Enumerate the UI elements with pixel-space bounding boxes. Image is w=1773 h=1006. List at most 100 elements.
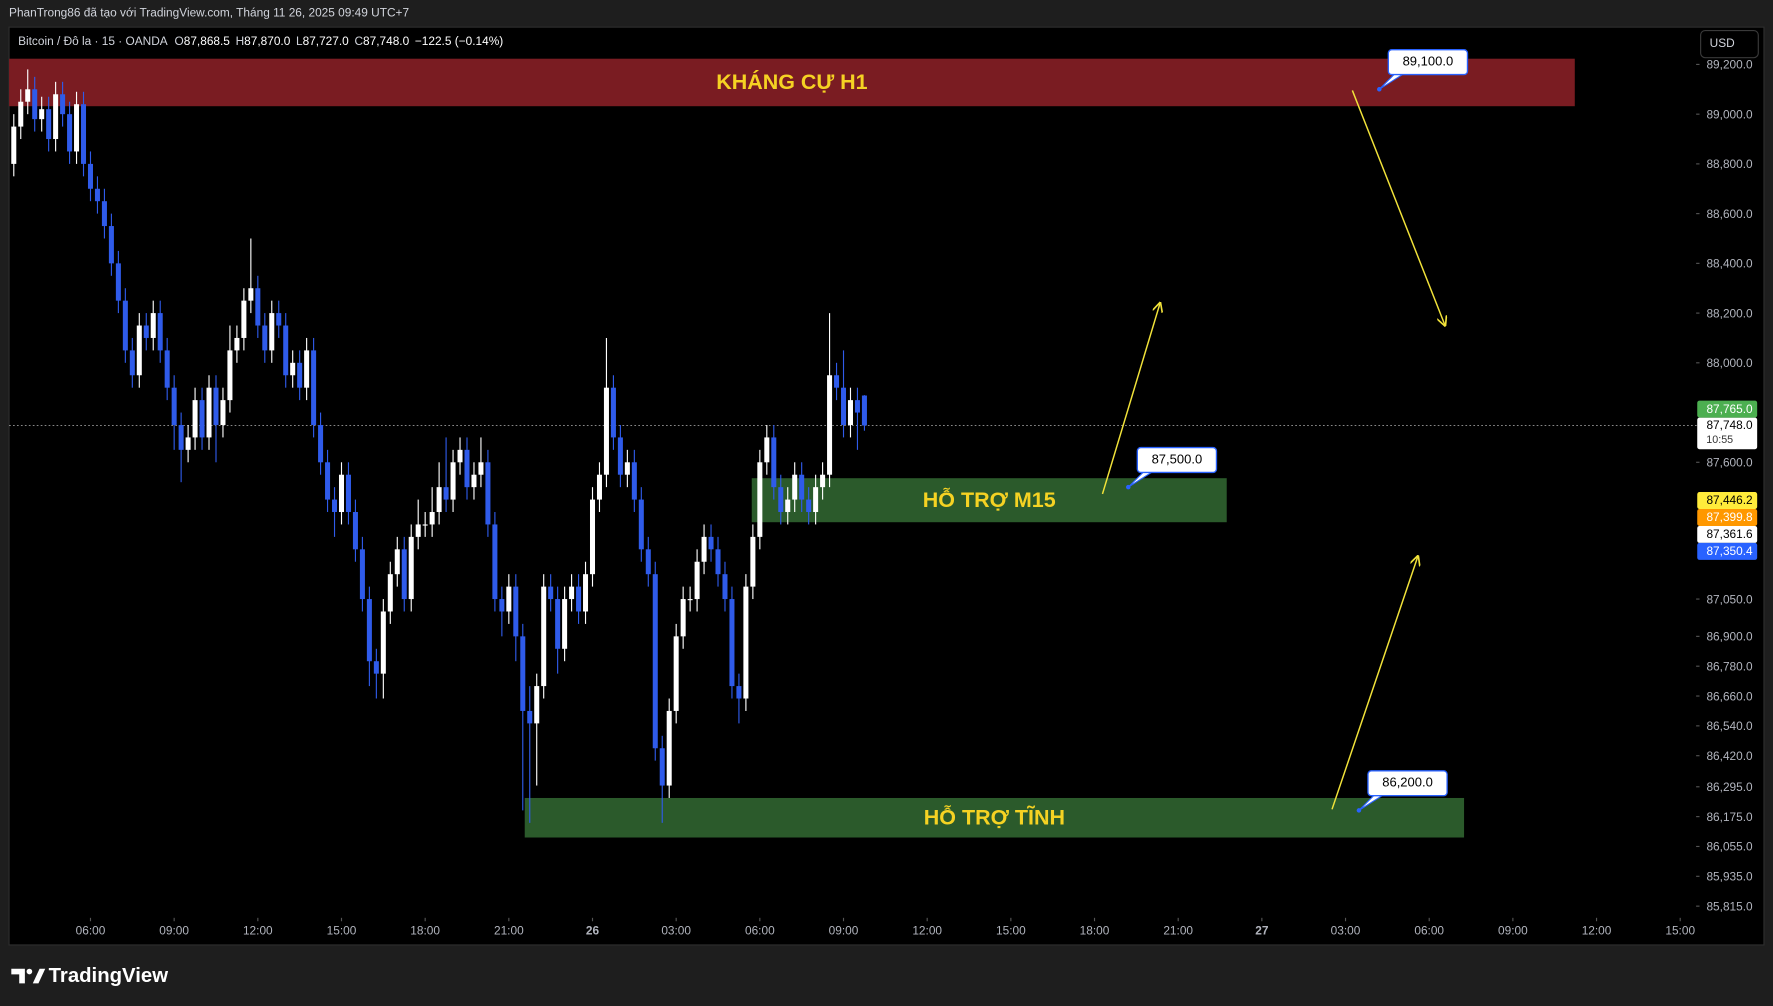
candle-body (67, 114, 73, 152)
y-tick-label: 86,420.0 (1706, 749, 1753, 763)
candle-body (610, 387, 616, 438)
candle-body (150, 313, 156, 338)
candle-body (46, 109, 52, 140)
x-tick-label: 09:00 (159, 924, 189, 938)
callout-box (1387, 49, 1469, 76)
candle-body (164, 350, 170, 388)
candle-body (750, 536, 756, 587)
candle-body (834, 375, 840, 388)
y-tick-label: 88,800.0 (1706, 157, 1753, 171)
candle-body (562, 599, 568, 649)
candle-body (359, 549, 365, 600)
ohlc-value: 87,748.0 (363, 34, 410, 48)
candle-body (645, 549, 651, 575)
y-tick-label: 88,400.0 (1706, 257, 1753, 271)
y-tick-label: 88,600.0 (1706, 207, 1753, 221)
candle-body (304, 350, 310, 388)
price-tag-label: 87,361.6 (1706, 527, 1753, 541)
x-tick-label: 18:00 (1080, 924, 1110, 938)
price-tag-label: 87,765.0 (1706, 402, 1753, 416)
ohlc-key: C (354, 34, 363, 48)
x-tick-label: 09:00 (1498, 924, 1528, 938)
last-price-tag (1697, 417, 1758, 450)
candle-body (785, 499, 791, 513)
x-tick-label: 15:00 (327, 924, 357, 938)
candle-body (652, 574, 658, 749)
candle-body (820, 474, 826, 488)
candle-body (422, 524, 428, 526)
candle-body (185, 437, 191, 450)
y-tick-label: 86,660.0 (1706, 689, 1753, 703)
candle-body (603, 387, 609, 475)
candle-body (569, 586, 575, 600)
candle-body (617, 437, 623, 475)
callout-label: 86,200.0 (1382, 775, 1433, 790)
callout-label: 89,100.0 (1403, 54, 1454, 69)
y-tick-label: 87,050.0 (1706, 592, 1753, 606)
callout-anchor (1126, 484, 1131, 490)
candle-body (492, 524, 498, 600)
logo-mark (26, 968, 33, 975)
candle-body (624, 462, 630, 475)
price-tag (1697, 509, 1758, 526)
x-tick-label: 27 (1255, 924, 1269, 938)
candle-body (548, 586, 554, 600)
candle-body (659, 748, 665, 786)
price-tag (1697, 542, 1758, 560)
y-tick-label: 86,175.0 (1706, 810, 1753, 824)
currency-button[interactable] (1700, 29, 1759, 59)
candle-body (478, 462, 484, 475)
candle-body (94, 188, 100, 202)
candle-body (234, 337, 240, 351)
x-tick-label: 15:00 (1665, 924, 1695, 938)
y-tick-label: 85,815.0 (1706, 899, 1753, 913)
candle-body (325, 462, 331, 500)
plot-area: KHÁNG CỰ H1 HỖ TRỢ M15 HỖ TRỢ TĨNH 89,100.0… (9, 49, 1699, 838)
candle-body (715, 549, 721, 575)
candle-body (290, 362, 296, 376)
candle-body (255, 288, 261, 326)
logo-mark (32, 968, 46, 984)
candle-body (311, 350, 317, 425)
candle-body (136, 325, 142, 376)
candle-body (241, 300, 247, 338)
candle-body (861, 395, 867, 426)
candle-body (25, 89, 31, 102)
candle-body (220, 400, 226, 425)
price-tag (1697, 492, 1758, 510)
candle-body (394, 549, 400, 575)
candle-body (764, 437, 770, 463)
x-tick-label: 12:00 (1582, 924, 1612, 938)
candle-body (792, 474, 798, 500)
candle-body (813, 487, 819, 513)
candle-body (18, 101, 24, 127)
candle-body (332, 499, 338, 513)
candle-body (206, 387, 212, 438)
candle-body (39, 109, 45, 120)
x-tick-label: 06:00 (76, 924, 106, 938)
candle-body (129, 350, 135, 376)
candle-body (338, 474, 345, 513)
candle-body (485, 462, 491, 525)
candle-body (213, 387, 219, 425)
y-tick-label: 86,055.0 (1706, 840, 1753, 854)
candle-body (32, 89, 38, 120)
price-tag-label: 87,446.2 (1706, 493, 1752, 507)
x-tick-label: 21:00 (1163, 924, 1193, 938)
candle-body (276, 313, 282, 326)
candle-body (262, 325, 268, 351)
candle-body (666, 710, 672, 786)
zone-label: HỖ TRỢ TĨNH (924, 804, 1065, 830)
zone-label: KHÁNG CỰ H1 (716, 69, 867, 94)
countdown-label: 10:55 (1706, 434, 1733, 446)
candle-body (736, 686, 742, 699)
candle-body (701, 536, 707, 562)
candle-body (81, 104, 87, 164)
attribution: PhanTrong86 đã tạo với TradingView.com, … (9, 6, 409, 20)
x-tick-label: 03:00 (661, 924, 691, 938)
currency-label[interactable]: USD (1710, 36, 1735, 50)
candle-body (555, 599, 561, 649)
callout-anchor (1356, 808, 1362, 813)
x-tick-label: 15:00 (996, 924, 1026, 938)
candle-body (429, 512, 435, 525)
